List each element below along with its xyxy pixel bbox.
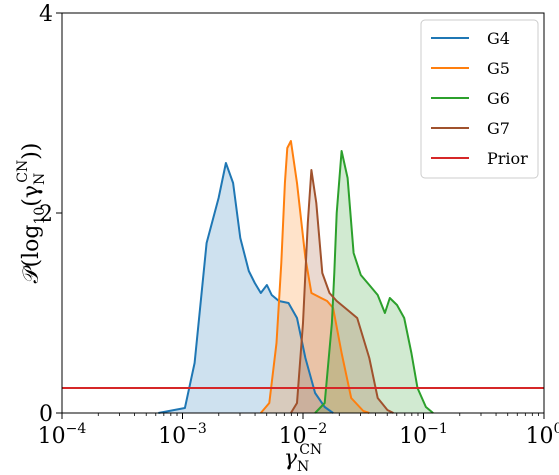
legend: G4 G5 G6 G7 Prior [420, 19, 539, 179]
legend-label-g7: G7 [487, 119, 510, 138]
x-tick-label: 10−4 [38, 421, 87, 449]
legend-label-g6: G6 [487, 89, 510, 108]
x-tick-label: 10−3 [158, 421, 207, 449]
y-axis-title: 𝒫(log10(γNCN)) [15, 143, 48, 284]
axes: 10−4 10−3 10−2 10−1 100 0 2 4 γNCN 𝒫(log10(γNCN)) [15, 2, 559, 475]
series-line-g7 [290, 169, 394, 414]
x-tick-label: 10−2 [279, 421, 328, 449]
y-tick-label: 4 [39, 2, 53, 27]
series-fill-g5 [260, 141, 370, 413]
y-tick-label: 0 [39, 402, 53, 427]
density-fills [158, 141, 434, 413]
series-fill-g4 [158, 163, 334, 413]
series-fill-g7 [290, 170, 394, 413]
x-axis-title: γNCN [284, 442, 322, 475]
legend-label-g4: G4 [487, 29, 510, 48]
density-lines [62, 140, 544, 414]
legend-label-g5: G5 [487, 59, 510, 78]
legend-label-prior: Prior [487, 149, 528, 168]
series-line-g4 [158, 162, 334, 414]
legend-box [420, 19, 539, 179]
y-tick-label: 2 [39, 202, 53, 227]
series-line-g6 [314, 150, 434, 414]
x-tick-label: 100 [526, 421, 559, 449]
series-fill-g6 [315, 151, 434, 413]
x-tick-label: 10−1 [399, 421, 448, 449]
